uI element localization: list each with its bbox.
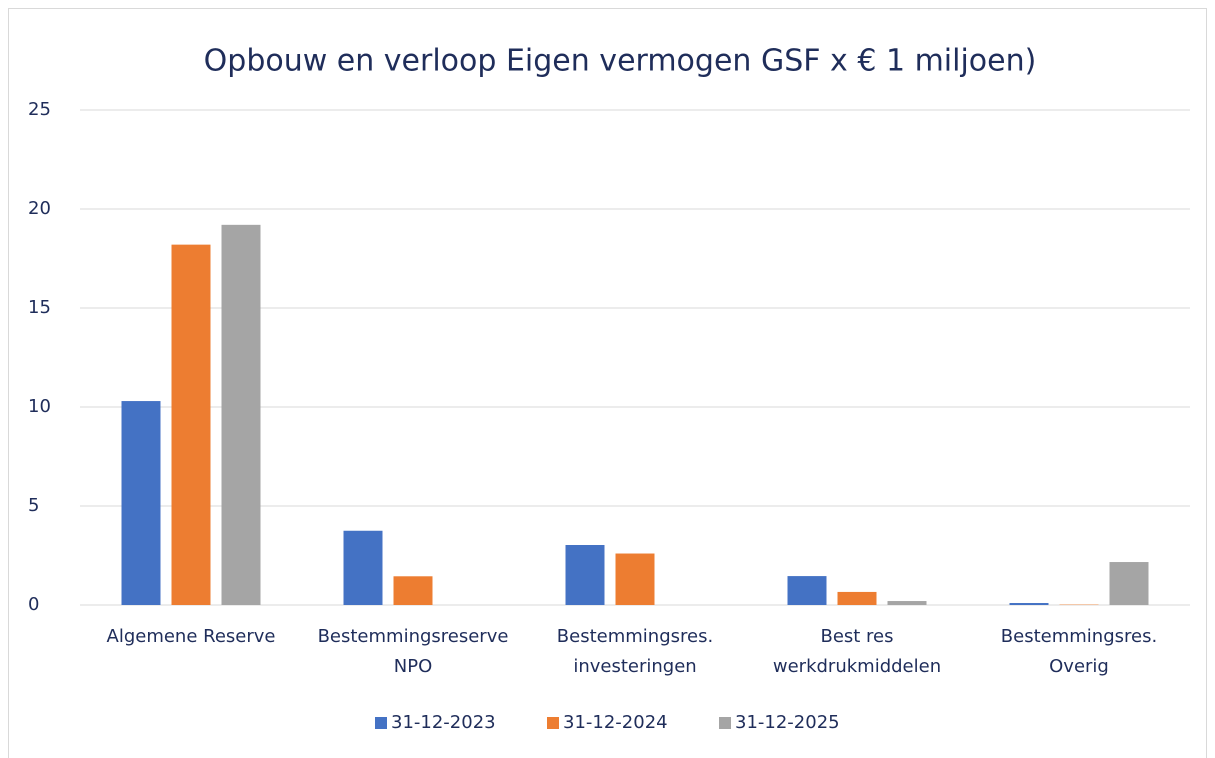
y-tick-label: 20: [28, 198, 51, 219]
chart-title: Opbouw en verloop Eigen vermogen GSF x €…: [204, 44, 1037, 79]
y-tick-label: 15: [28, 297, 51, 318]
legend-label: 31-12-2023: [391, 712, 496, 733]
x-tick-label: Bestemmingsres.: [557, 626, 713, 647]
y-tick-label: 5: [28, 495, 39, 516]
bar: [887, 601, 927, 605]
x-tick-label: NPO: [394, 656, 433, 677]
legend-swatch: [547, 717, 559, 729]
y-tick-label: 10: [28, 396, 51, 417]
y-tick-label: 0: [28, 594, 39, 615]
legend-label: 31-12-2024: [563, 712, 668, 733]
bar: [837, 591, 877, 605]
bar: [615, 553, 655, 605]
bar: [787, 576, 827, 605]
legend-swatch: [375, 717, 387, 729]
x-tick-label: investeringen: [573, 656, 696, 677]
bar: [1109, 562, 1149, 605]
x-tick-label: werkdrukmiddelen: [773, 656, 941, 677]
x-tick-label: Algemene Reserve: [107, 626, 276, 647]
bar: [121, 401, 161, 605]
bar: [1009, 603, 1049, 605]
bar: [171, 244, 211, 605]
legend-swatch: [719, 717, 731, 729]
bar: [343, 530, 383, 605]
x-tick-label: Overig: [1049, 656, 1109, 677]
y-tick-label: 25: [28, 99, 51, 120]
bar: [393, 576, 433, 605]
x-tick-label: Best res: [820, 626, 893, 647]
x-tick-label: Bestemmingsreserve: [318, 626, 509, 647]
bar: [565, 545, 605, 605]
x-tick-label: Bestemmingsres.: [1001, 626, 1157, 647]
legend-label: 31-12-2025: [735, 712, 840, 733]
bar: [221, 224, 261, 605]
